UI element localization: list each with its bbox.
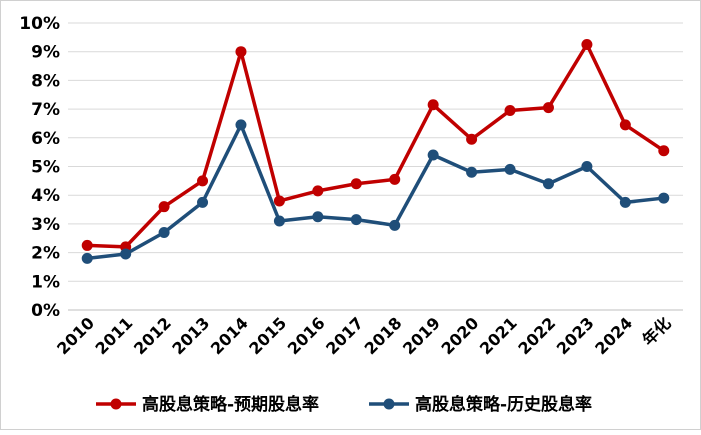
data-point — [466, 133, 478, 145]
y-tick-label: 0% — [31, 301, 60, 321]
data-point — [389, 173, 401, 185]
series-lines — [81, 39, 670, 264]
x-tick-label: 2021 — [476, 313, 521, 358]
x-tick-label: 2013 — [168, 313, 213, 358]
data-point — [619, 119, 631, 131]
y-tick-label: 6% — [31, 129, 60, 149]
data-point — [350, 178, 362, 190]
x-tick-label: 2014 — [207, 313, 252, 358]
y-tick-label: 2% — [31, 244, 60, 264]
series-line-1 — [85, 42, 666, 249]
data-point — [658, 192, 670, 204]
y-tick-label: 8% — [31, 71, 60, 91]
y-tick-label: 1% — [31, 272, 60, 292]
data-point — [197, 196, 209, 208]
data-point — [235, 119, 247, 131]
y-tick-label: 7% — [31, 100, 60, 120]
gridlines — [68, 22, 683, 282]
data-point — [273, 215, 285, 227]
legend-marker-2 — [383, 398, 395, 410]
data-point — [81, 252, 93, 264]
data-point — [466, 166, 478, 178]
y-tick-label: 3% — [31, 215, 60, 235]
y-axis: 0% 1% 2% 3% 4% 5% 6% 7% 8% 9% 10% — [19, 14, 60, 321]
series-line-2 — [85, 123, 666, 261]
x-tick-label: 2016 — [284, 313, 329, 358]
y-tick-label: 10% — [19, 14, 60, 34]
data-point — [120, 248, 132, 260]
x-tick-label: 2019 — [399, 313, 444, 358]
data-point — [197, 175, 209, 187]
data-point — [542, 178, 554, 190]
data-point — [389, 219, 401, 231]
data-point — [619, 196, 631, 208]
data-point — [350, 214, 362, 226]
x-axis: 2010201120122013201420152016201720182019… — [53, 309, 683, 358]
data-point — [273, 195, 285, 207]
data-point — [158, 201, 170, 213]
data-point — [581, 161, 593, 172]
data-point — [312, 185, 324, 197]
data-point — [427, 99, 439, 111]
x-tick-label: 2020 — [437, 313, 482, 358]
legend-label-2: 高股息策略-历史股息率 — [415, 394, 592, 415]
x-tick-label: 2024 — [591, 313, 636, 358]
data-point — [235, 46, 247, 58]
x-tick-label: 2022 — [514, 313, 559, 358]
x-tick-label: 2015 — [245, 313, 290, 358]
x-tick-label: 年化 — [639, 313, 675, 349]
legend-label-1: 高股息策略-预期股息率 — [142, 394, 319, 415]
x-tick-label: 2012 — [130, 313, 175, 358]
legend: 高股息策略-预期股息率 高股息策略-历史股息率 — [96, 394, 592, 415]
x-tick-label: 2018 — [361, 313, 406, 358]
legend-marker-1 — [110, 398, 122, 410]
data-point — [312, 211, 324, 223]
y-tick-label: 9% — [31, 43, 60, 63]
x-tick-label: 2017 — [322, 313, 367, 358]
x-tick-label: 2011 — [92, 313, 137, 358]
data-point — [504, 163, 516, 175]
x-tick-label: 2023 — [553, 313, 598, 358]
data-point — [158, 227, 170, 239]
y-tick-label: 4% — [31, 186, 60, 206]
y-tick-label: 5% — [31, 158, 60, 178]
data-point — [504, 105, 516, 117]
data-point — [542, 102, 554, 114]
data-point — [427, 149, 439, 161]
data-point — [658, 145, 670, 157]
data-point — [581, 39, 593, 51]
data-point — [81, 239, 93, 251]
